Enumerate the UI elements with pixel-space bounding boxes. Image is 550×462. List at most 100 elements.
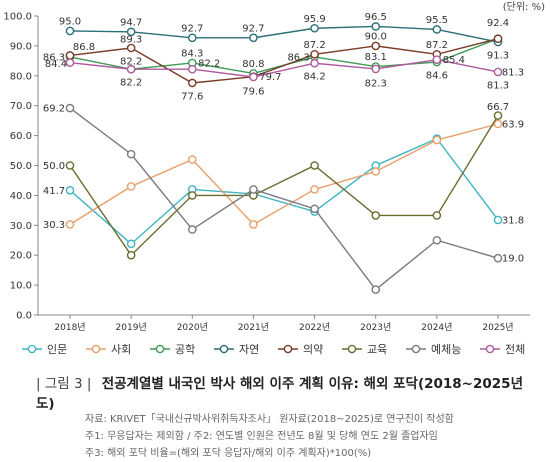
data-label: 95.0 bbox=[59, 16, 81, 27]
data-point-s6-2 bbox=[187, 225, 197, 234]
data-label: 85.4 bbox=[443, 55, 465, 66]
data-label: 82.2 bbox=[120, 78, 142, 89]
data-point-s1-4 bbox=[310, 185, 319, 194]
data-label: 81.3 bbox=[502, 67, 524, 78]
legend-label-4: 의약 bbox=[303, 342, 323, 356]
data-label: 69.2 bbox=[43, 104, 65, 115]
data-label: 92.7 bbox=[181, 23, 203, 34]
data-label: 95.5 bbox=[426, 15, 448, 26]
data-point-s4-4 bbox=[310, 49, 319, 59]
data-point-s5-4 bbox=[310, 161, 319, 170]
data-label: 81.3 bbox=[487, 80, 509, 91]
figure-title: 전공계열별 내국인 박사 해외 이주 계획 이유: 해외 포닥(2018~202… bbox=[36, 376, 523, 412]
series-line-6 bbox=[69, 107, 499, 291]
data-point-s3-5 bbox=[371, 22, 381, 31]
legend-marker-4 bbox=[283, 344, 293, 354]
data-label: 30.3 bbox=[43, 220, 65, 231]
data-label: 80.8 bbox=[242, 59, 264, 70]
data-label: 86.3 bbox=[43, 52, 65, 63]
data-label: 89.3 bbox=[120, 34, 142, 45]
data-point-s6-1 bbox=[126, 149, 136, 159]
data-label: 41.7 bbox=[43, 186, 65, 197]
data-label: 50.0 bbox=[43, 161, 65, 172]
figure-label: | 그림 3 | bbox=[36, 376, 92, 392]
note-1-2: 주1: 무응답자는 제외함 / 주2: 연도별 인원은 전년도 8월 및 당해 … bbox=[85, 431, 438, 442]
data-label: 86.3 bbox=[287, 52, 309, 63]
data-label: 63.9 bbox=[502, 119, 524, 130]
source-note: 자료: KRIVET「국내신규박사위취득자조사」 원자료(2018~2025)로… bbox=[85, 414, 454, 425]
data-point-s7-2 bbox=[187, 64, 197, 74]
data-label: 84.3 bbox=[181, 48, 203, 59]
data-point-s1-5 bbox=[371, 167, 381, 176]
y-tick-label: 40.0 bbox=[10, 191, 32, 202]
data-label: 92.4 bbox=[487, 18, 509, 29]
data-label: 86.8 bbox=[73, 42, 95, 53]
data-point-s7-5 bbox=[371, 64, 381, 74]
data-point-s6-4 bbox=[310, 204, 319, 214]
data-point-s4-1 bbox=[126, 43, 136, 53]
data-point-s1-2 bbox=[187, 155, 197, 164]
legend-marker-1 bbox=[91, 344, 101, 354]
series-line-0 bbox=[69, 137, 499, 245]
legend-marker-0 bbox=[27, 344, 37, 354]
data-label: 94.7 bbox=[120, 17, 142, 28]
data-label: 82.2 bbox=[120, 57, 142, 68]
data-label: 31.8 bbox=[502, 215, 524, 226]
data-point-s3-1 bbox=[126, 27, 136, 37]
data-point-s7-4 bbox=[310, 58, 319, 68]
y-tick-label: 100.0 bbox=[3, 12, 32, 23]
data-label: 91.3 bbox=[487, 51, 509, 62]
unit-label: (단위: %) bbox=[503, 0, 545, 13]
data-label: 84.6 bbox=[426, 71, 448, 82]
data-point-s3-0 bbox=[65, 26, 75, 36]
data-point-s6-7 bbox=[493, 253, 503, 263]
note-3: 주3: 해외 포닥 비율=(해외 포닥 응답자/해외 이주 계획자)*100(%… bbox=[85, 448, 372, 459]
data-label: 77.6 bbox=[181, 91, 203, 102]
data-label: 79.6 bbox=[242, 86, 264, 97]
data-label: 84.4 bbox=[45, 59, 67, 70]
data-point-s3-4 bbox=[310, 23, 319, 33]
legend-label-0: 인문 bbox=[47, 343, 67, 356]
figure-caption: | 그림 3 | 전공계열별 내국인 박사 해외 이주 계획 이유: 해외 포닥… bbox=[36, 372, 536, 412]
data-point-s4-2 bbox=[187, 78, 197, 88]
legend-label-3: 자연 bbox=[239, 343, 259, 356]
data-label: 79.7 bbox=[259, 72, 281, 83]
legend-marker-6 bbox=[411, 344, 421, 354]
data-point-s1-7 bbox=[493, 119, 503, 129]
data-label: 96.5 bbox=[365, 12, 387, 23]
data-label: 19.0 bbox=[502, 254, 524, 265]
data-label: 87.2 bbox=[426, 40, 448, 51]
data-point-s5-5 bbox=[371, 211, 381, 220]
data-point-s0-7 bbox=[493, 215, 503, 225]
data-label: 66.7 bbox=[487, 102, 509, 113]
data-label: 84.2 bbox=[303, 72, 325, 83]
data-label: 82.2 bbox=[198, 58, 220, 69]
series-line-5 bbox=[69, 115, 499, 257]
x-tick-label: 2018년 bbox=[54, 322, 85, 333]
legend-label-2: 공학 bbox=[175, 343, 195, 356]
data-point-s1-6 bbox=[432, 135, 442, 145]
series-line-1 bbox=[69, 123, 499, 226]
data-point-s7-0 bbox=[65, 58, 75, 67]
legend-marker-2 bbox=[155, 344, 165, 354]
legend-marker-5 bbox=[347, 344, 357, 354]
data-label: 90.0 bbox=[365, 31, 387, 42]
data-point-s6-0 bbox=[65, 103, 75, 113]
data-point-s1-0 bbox=[65, 220, 75, 229]
legend-label-5: 교육 bbox=[367, 343, 387, 356]
x-tick-label: 2024년 bbox=[421, 322, 452, 333]
series-line-4 bbox=[69, 38, 499, 84]
data-point-s6-6 bbox=[432, 235, 442, 245]
x-tick-label: 2020년 bbox=[177, 322, 208, 333]
data-point-s5-2 bbox=[187, 191, 197, 200]
data-point-s6-5 bbox=[371, 285, 381, 294]
y-tick-label: 0.0 bbox=[16, 311, 32, 322]
legend-label-6: 예체능 bbox=[431, 343, 461, 356]
data-point-s3-6 bbox=[432, 25, 442, 34]
data-point-s5-1 bbox=[126, 250, 136, 260]
x-tick-label: 2023년 bbox=[360, 322, 391, 333]
x-tick-label: 2019년 bbox=[116, 322, 147, 333]
data-point-s7-7 bbox=[493, 67, 503, 77]
data-point-s4-7 bbox=[493, 34, 503, 44]
figure-notes: 자료: KRIVET「국내신규박사위취득자조사」 원자료(2018~2025)로… bbox=[85, 411, 454, 462]
